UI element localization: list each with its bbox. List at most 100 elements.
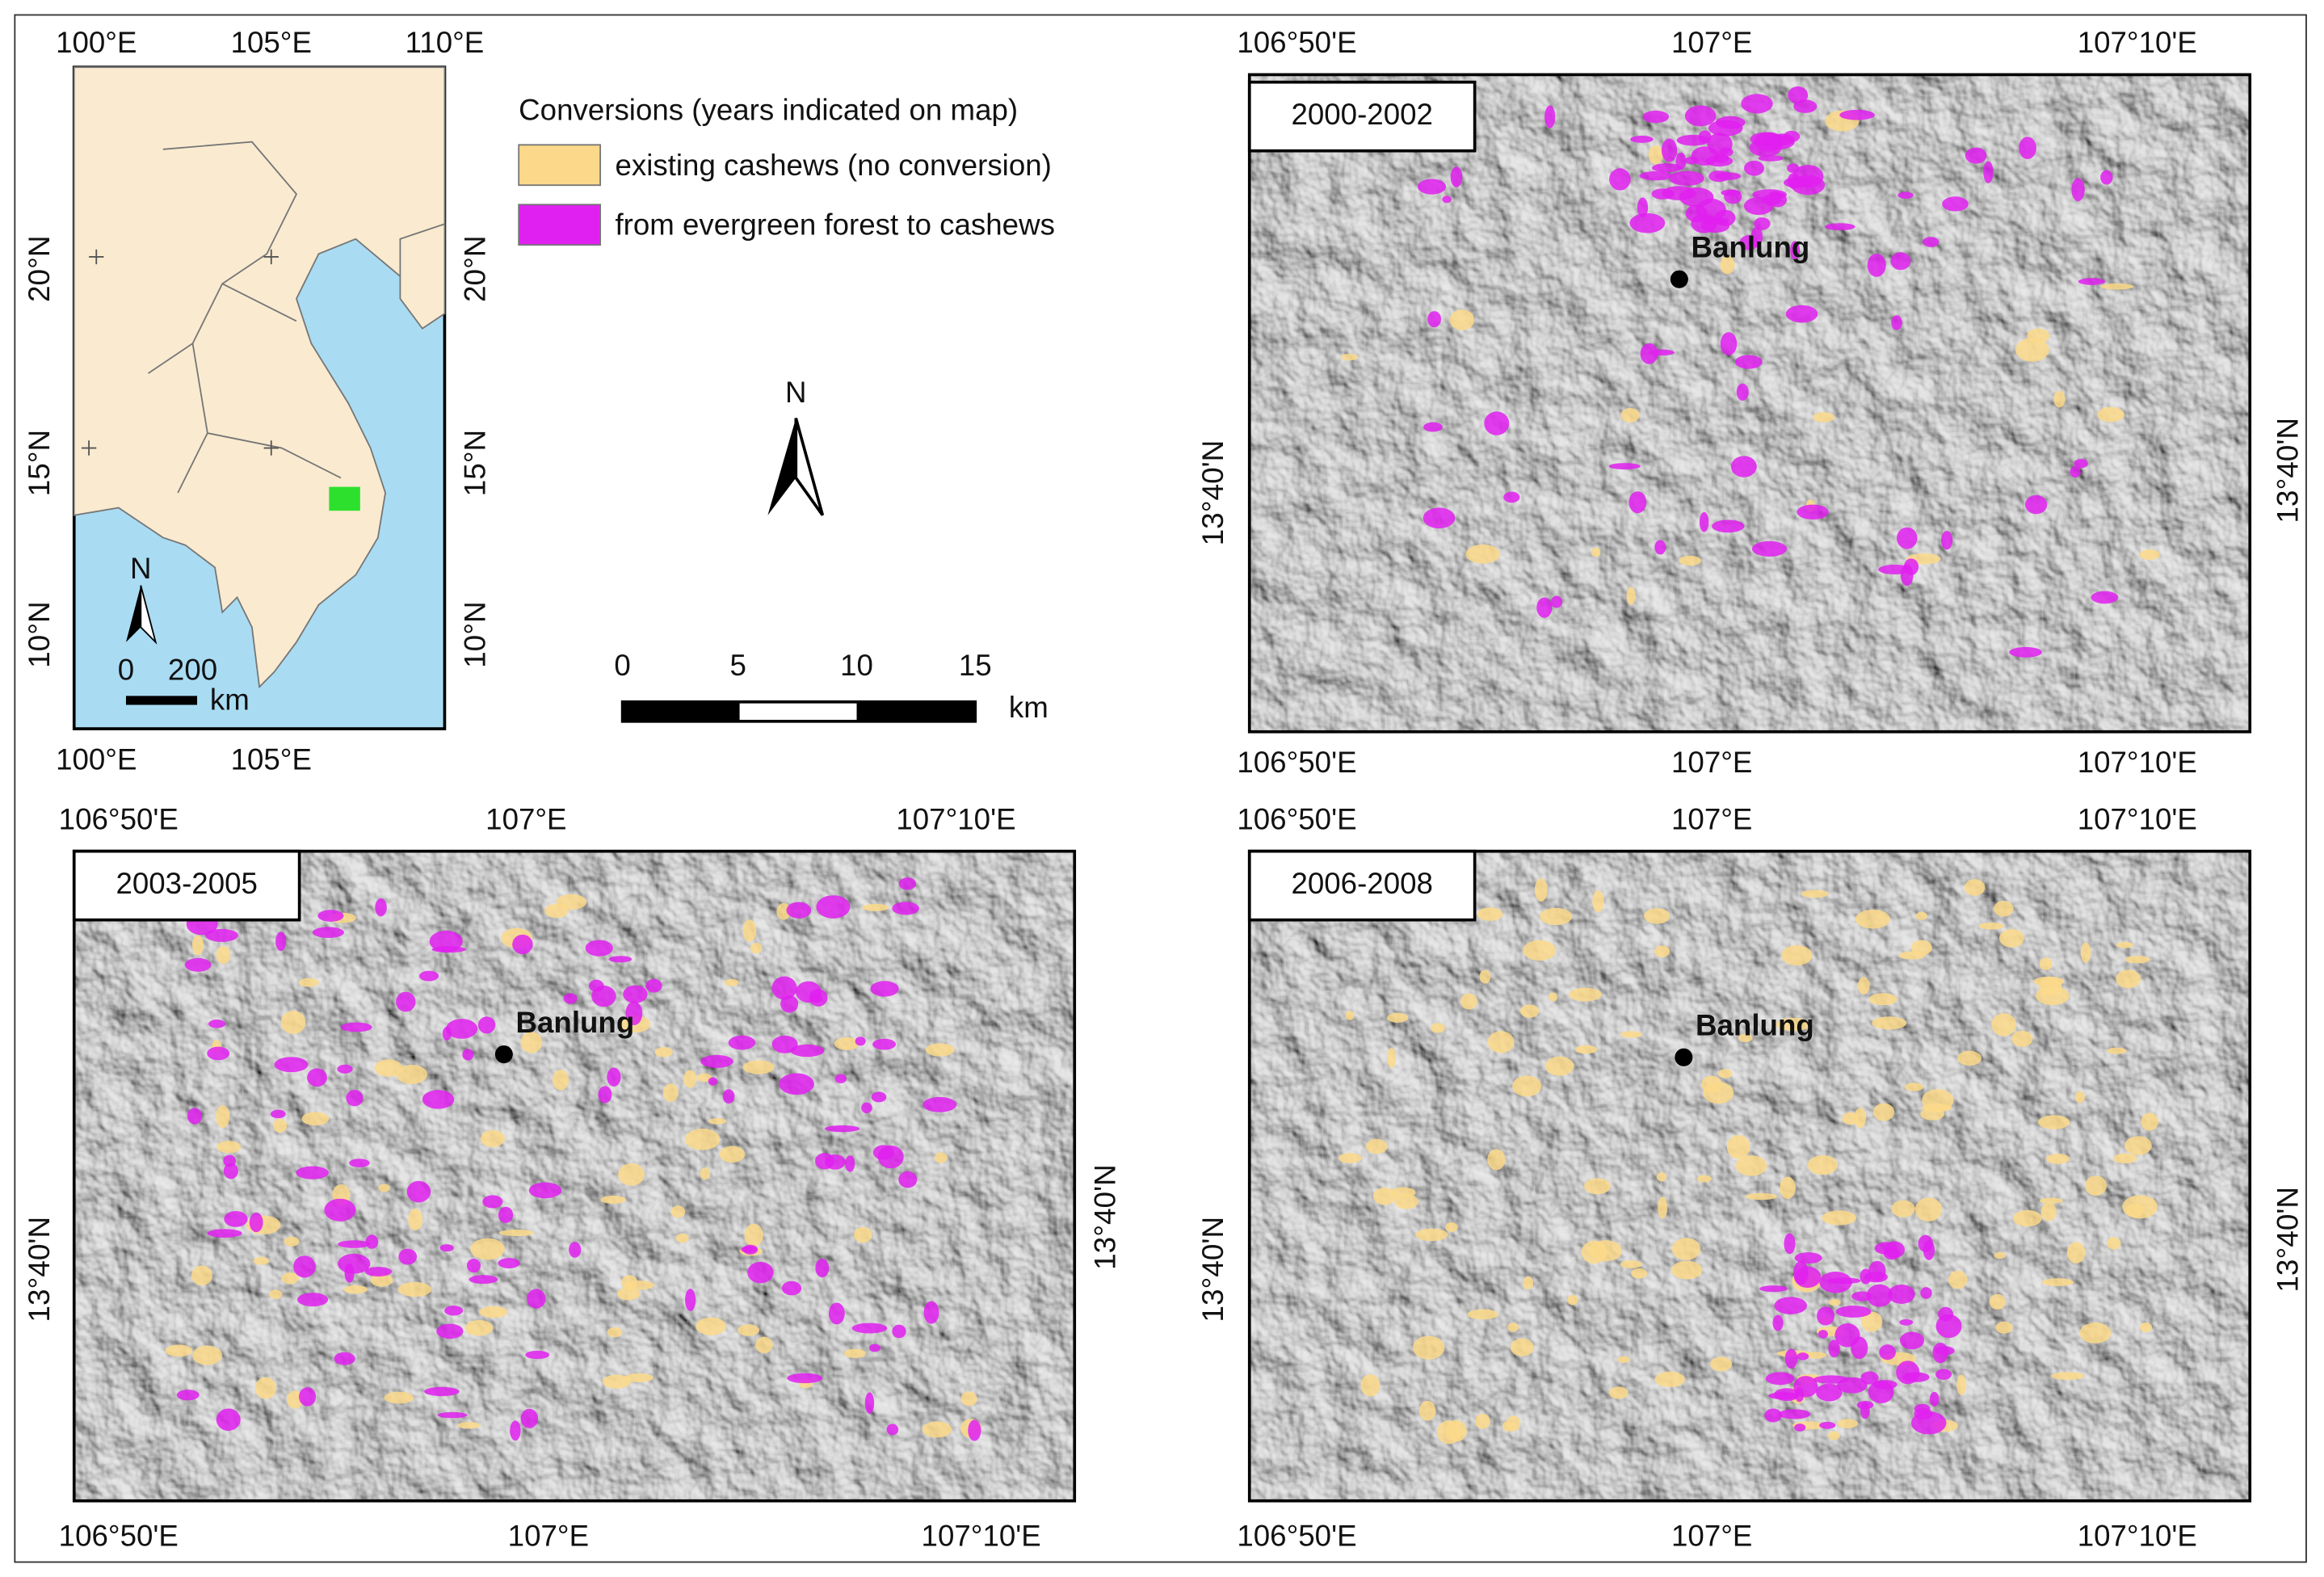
land-cover-patch [1365,1138,1388,1154]
inset-map [72,65,447,730]
scale-label: 10 [840,649,873,682]
land-cover-patch [1712,519,1745,533]
land-cover-patch [1768,1392,1799,1400]
land-cover-patch [1431,1023,1445,1033]
land-cover-patch [1726,1134,1750,1159]
land-cover-patch [208,1020,226,1028]
land-cover-patch [1784,1233,1796,1255]
period-box [1247,849,1477,922]
land-cover-patch [2011,1030,2033,1047]
land-cover-patch [2013,1209,2042,1227]
lat-label: 13°40'N [2271,1187,2305,1293]
land-cover-patch [408,1209,423,1230]
land-cover-patch [781,1281,802,1296]
land-cover-patch [1790,241,1801,260]
land-cover-patch [1656,1172,1666,1182]
lon-label: 107°E [1671,26,1752,59]
land-cover-patch [301,1112,330,1126]
land-cover-patch [1822,1210,1857,1226]
land-cover-patch [1801,889,1829,898]
land-cover-patch [1819,1272,1852,1293]
land-cover-patch [2046,1153,2070,1164]
land-cover-patch [1873,1103,1895,1121]
land-cover-patch [1536,597,1553,618]
land-cover-patch [1523,1276,1534,1290]
land-cover-patch [1989,1293,2006,1310]
land-cover-patch [1644,908,1671,924]
land-cover-patch [2074,1091,2085,1104]
land-cover-patch [466,1259,481,1273]
land-cover-patch [2041,1278,2074,1286]
land-cover-patch [1640,343,1658,364]
land-cover-patch [337,1064,353,1074]
land-cover-patch [1867,253,1886,277]
land-cover-patch [1935,1369,1952,1380]
land-cover-patch [844,1155,855,1172]
land-cover-patch [922,1421,952,1438]
land-cover-patch [299,1387,317,1407]
land-cover-patch [1739,235,1759,250]
land-cover-patch [462,1049,474,1061]
land-cover-patch [1851,1336,1868,1360]
land-cover-patch [787,1373,823,1384]
land-cover-patch [1768,192,1788,208]
land-cover-patch [374,1059,403,1077]
land-cover-patch [397,1281,432,1297]
land-cover-patch [1749,138,1782,158]
land-cover-patch [1519,1004,1540,1018]
land-cover-patch [482,1195,503,1209]
land-cover-patch [2066,1242,2086,1264]
land-cover-patch [1741,94,1773,114]
scale-label: 5 [730,649,746,682]
land-cover-patch [1998,928,2024,948]
land-cover-patch [223,1163,238,1180]
land-cover-patch [1679,555,1701,566]
land-cover-patch [2040,1202,2057,1222]
land-cover-patch [464,1319,494,1336]
legend-label: from evergreen forest to cashews [615,208,1055,242]
land-cover-patch [1866,1284,1893,1307]
land-cover-patch [2100,283,2134,290]
land-cover-patch [1696,1175,1712,1183]
land-cover-patch [790,1044,825,1058]
land-cover-patch [1868,993,1897,1006]
land-cover-patch [1507,1323,1519,1332]
land-cover-patch [384,1391,414,1404]
land-cover-patch [662,1083,679,1102]
land-cover-patch [2116,941,2133,948]
land-cover-patch [834,1037,859,1050]
land-cover-patch [544,903,569,919]
land-cover-patch [1549,992,1558,1002]
land-cover-patch [683,1070,697,1088]
land-cover-patch [898,1171,918,1188]
land-cover-patch [1754,217,1771,230]
land-cover-patch [779,1073,814,1095]
land-cover-patch [1897,527,1918,549]
land-cover-patch [1825,223,1855,231]
land-cover-patch [1890,252,1911,271]
land-cover-patch [370,1273,393,1287]
land-cover-patch [2050,1372,2085,1380]
legend-label: existing cashews (no conversion) [615,149,1051,182]
land-cover-patch [1899,1331,1924,1350]
period-label: 2003-2005 [116,867,257,900]
land-cover-patch [1581,1240,1607,1264]
land-cover-patch [479,1306,508,1318]
land-cover-patch [1628,491,1647,514]
land-cover-patch [1544,1056,1574,1076]
land-cover-patch [1415,1228,1448,1242]
land-cover-patch [2122,1195,2158,1219]
lon-label: 107°E [508,1520,589,1553]
land-cover-patch [224,1210,248,1227]
land-cover-patch [1620,1031,1642,1038]
land-cover-patch [1544,105,1556,128]
land-cover-patch [1735,1155,1767,1176]
land-cover-patch [1891,1200,1915,1217]
land-cover-patch [2037,1115,2070,1129]
land-cover-patch [1751,540,1788,557]
land-cover-patch [340,1022,372,1032]
town-label: Banlung [516,1006,635,1039]
town-label: Banlung [1696,1008,1814,1041]
